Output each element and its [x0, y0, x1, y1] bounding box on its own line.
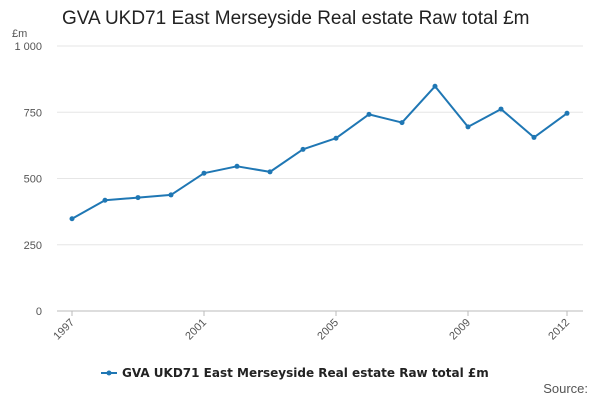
data-point — [333, 135, 339, 141]
data-point — [69, 216, 75, 222]
data-point — [201, 170, 207, 176]
data-point — [465, 124, 471, 130]
x-tick-label: 2005 — [315, 317, 341, 343]
data-point — [300, 146, 306, 152]
y-tick-label: 1 000 — [14, 41, 42, 53]
x-axis: 1997 2001 2005 2009 2012 — [51, 311, 572, 342]
y-tick-label: 0 — [36, 306, 42, 318]
legend: GVA UKD71 East Merseyside Real estate Ra… — [101, 366, 489, 380]
x-tick-label: 2001 — [183, 317, 209, 343]
y-tick-label: 250 — [24, 240, 42, 252]
y-axis: 0 250 500 750 1 000 — [14, 41, 42, 318]
x-tick-label: 1997 — [51, 317, 77, 343]
data-point — [168, 192, 174, 198]
x-tick-label: 2009 — [447, 317, 473, 343]
y-unit-label: £m — [12, 28, 27, 40]
data-point — [564, 110, 570, 116]
chart-title: GVA UKD71 East Merseyside Real estate Ra… — [62, 8, 530, 29]
data-point — [498, 106, 504, 112]
y-tick-label: 750 — [24, 107, 42, 119]
source-label: Source: — [543, 381, 588, 396]
x-tick-label: 2012 — [546, 317, 572, 343]
data-point — [102, 197, 108, 203]
data-point — [366, 111, 372, 117]
data-point — [267, 169, 273, 175]
y-tick-label: 500 — [24, 174, 42, 186]
legend-point-marker — [106, 370, 112, 376]
series-group — [69, 83, 570, 222]
data-point — [531, 134, 537, 140]
data-point — [432, 83, 438, 89]
data-point — [234, 163, 240, 169]
gridlines — [57, 45, 583, 312]
series-line — [71, 85, 568, 220]
data-point — [135, 195, 141, 201]
data-point — [399, 120, 405, 126]
legend-label: GVA UKD71 East Merseyside Real estate Ra… — [122, 366, 489, 380]
